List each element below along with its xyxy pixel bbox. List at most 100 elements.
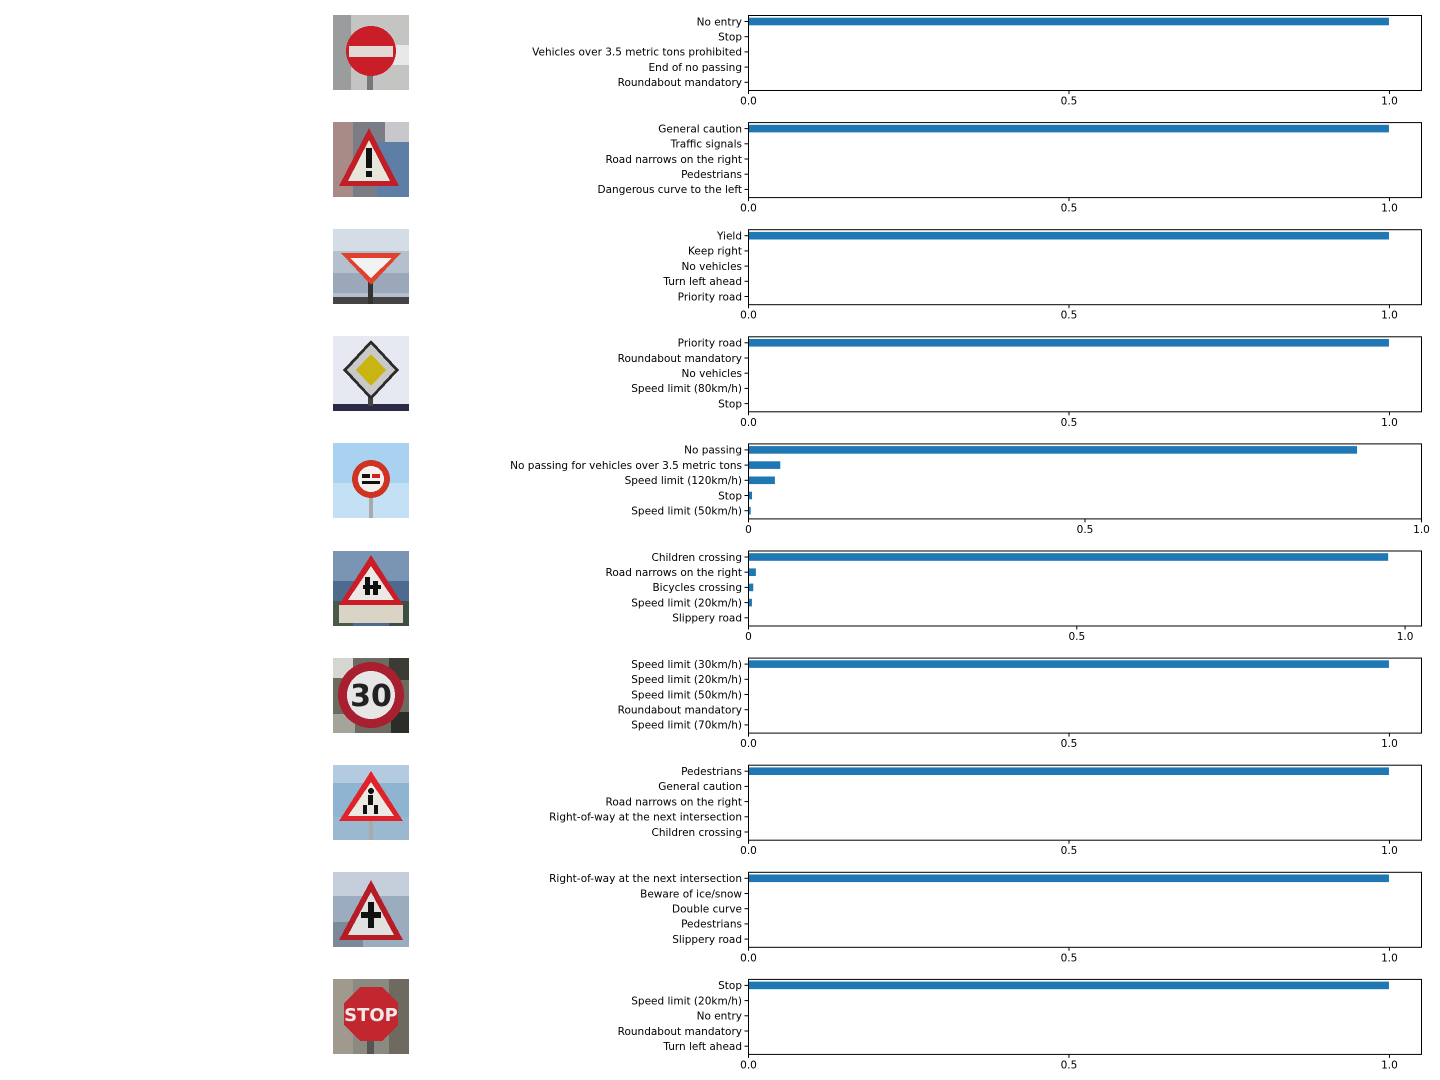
axes-frame [748,229,1422,306]
x-tick-label: 0 [745,524,752,536]
axes-frame [748,657,1422,734]
x-tick-label: 0.0 [740,96,757,108]
axes-frame [748,336,1422,413]
x-tick-label: 1.0 [1381,203,1398,215]
yield-sign-icon [333,229,409,305]
category-label: Speed limit (50km/h) [631,506,742,518]
x-tick-label: 0.0 [740,1059,757,1071]
category-label: Speed limit (20km/h) [631,995,742,1007]
axes-frame [748,550,1422,627]
category-label: General caution [658,123,742,135]
category-label: Priority road [678,291,742,303]
x-tick-label: 1.0 [1381,310,1398,322]
x-tick-label: 0.5 [1068,631,1085,643]
category-label: End of no passing [649,62,742,74]
probability-bar [748,491,753,500]
category-label: Turn left ahead [662,276,742,288]
category-label: Beware of ice/snow [640,888,742,900]
prediction-chart: General caution Traffic signals Road narro… [598,122,1422,215]
category-label: Slippery road [672,613,742,625]
axes-frame [748,871,1422,948]
x-tick-label: 0.5 [1061,738,1078,750]
x-tick-label: 0.0 [740,738,757,750]
category-label: Stop [718,490,742,502]
category-label: Pedestrians [681,169,742,181]
x-tick-label: 0.0 [740,952,757,964]
probability-bar [748,981,1389,990]
category-label: Roundabout mandatory [618,705,742,717]
category-label: Dangerous curve to the left [598,184,742,196]
children-crossing-sign-icon [333,550,409,626]
category-label: No vehicles [682,261,742,273]
x-tick-label: 1.0 [1381,1059,1398,1071]
x-tick-label: 0.5 [1061,1059,1078,1071]
prediction-chart: Priority road Roundabout mandatory No vehi… [618,336,1422,429]
general-caution-sign-icon [333,122,409,198]
category-label: Stop [718,398,742,410]
probability-bar [748,339,1389,347]
x-tick-label: 1.0 [1381,952,1398,964]
probability-bar [748,476,775,485]
category-label: Priority road [678,338,742,350]
x-tick-label: 1.0 [1381,845,1398,857]
x-tick-label: 0.5 [1061,417,1078,429]
category-label: Roundabout mandatory [618,1026,742,1038]
probability-bar [748,767,1389,775]
probability-bar [748,553,1389,561]
probability-bar [748,874,1389,883]
category-label: Slippery road [672,934,742,946]
x-tick-label: 0.0 [740,845,757,857]
probability-bar [748,568,756,576]
category-label: Road narrows on the right [606,567,742,579]
prediction-chart: Stop Speed limit (20km/h) No entry Roundabo… [618,978,1422,1071]
category-label: Right-of-way at the next intersection [549,873,742,885]
probability-bar [748,231,1389,240]
category-label: Children crossing [652,827,743,839]
category-label: No passing for vehicles over 3.5 metric … [510,460,742,472]
category-label: No vehicles [682,368,742,380]
x-tick-label: 1.0 [1381,738,1398,750]
category-label: Speed limit (30km/h) [631,659,742,671]
pedestrians-sign-icon [333,764,409,840]
prediction-chart: No passing No passing for vehicles over 3… [510,443,1430,536]
prediction-chart: Pedestrians General caution Road narrows o… [549,764,1422,857]
axes-frame [748,15,1422,91]
category-label: Speed limit (20km/h) [631,674,742,686]
category-label: Speed limit (120km/h) [625,475,742,487]
probability-bar [748,17,1389,26]
prediction-chart: No entry Stop Vehicles over 3.5 metric ton… [532,15,1422,108]
category-label: Speed limit (50km/h) [631,689,742,701]
x-tick-label: 0.5 [1061,952,1078,964]
probability-bar [748,583,754,592]
right-of-way-sign-icon [333,871,409,947]
no-entry-sign-icon [333,15,409,90]
category-label: Roundabout mandatory [618,353,742,365]
category-label: No entry [697,16,742,28]
axes-frame [748,122,1422,199]
category-label: Yield [716,231,742,243]
probability-bar [748,660,1389,668]
category-label: Road narrows on the right [606,154,742,166]
axes-frame [748,443,1422,520]
x-tick-label: 1.0 [1381,417,1398,429]
x-tick-label: 1.0 [1413,524,1430,536]
x-tick-label: 1.0 [1397,631,1414,643]
x-tick-label: 0.5 [1061,203,1078,215]
probability-bar [748,461,781,469]
x-tick-label: 0.0 [740,203,757,215]
x-tick-label: 0.0 [740,417,757,429]
category-label: No passing [684,445,742,457]
category-label: Pedestrians [681,766,742,778]
x-tick-label: 0.5 [1061,96,1078,108]
svg-text:STOP: STOP [344,1005,398,1026]
category-label: Double curve [672,904,742,916]
category-label: Road narrows on the right [606,796,742,808]
category-label: Stop [718,32,742,44]
axes-frame [748,978,1422,1055]
x-tick-label: 0.5 [1077,524,1094,536]
x-tick-label: 0 [745,631,752,643]
prediction-chart: Yield Keep right No vehicles Turn left ahea… [662,229,1422,322]
category-label: Stop [718,980,742,992]
priority-road-sign-icon [333,336,409,412]
